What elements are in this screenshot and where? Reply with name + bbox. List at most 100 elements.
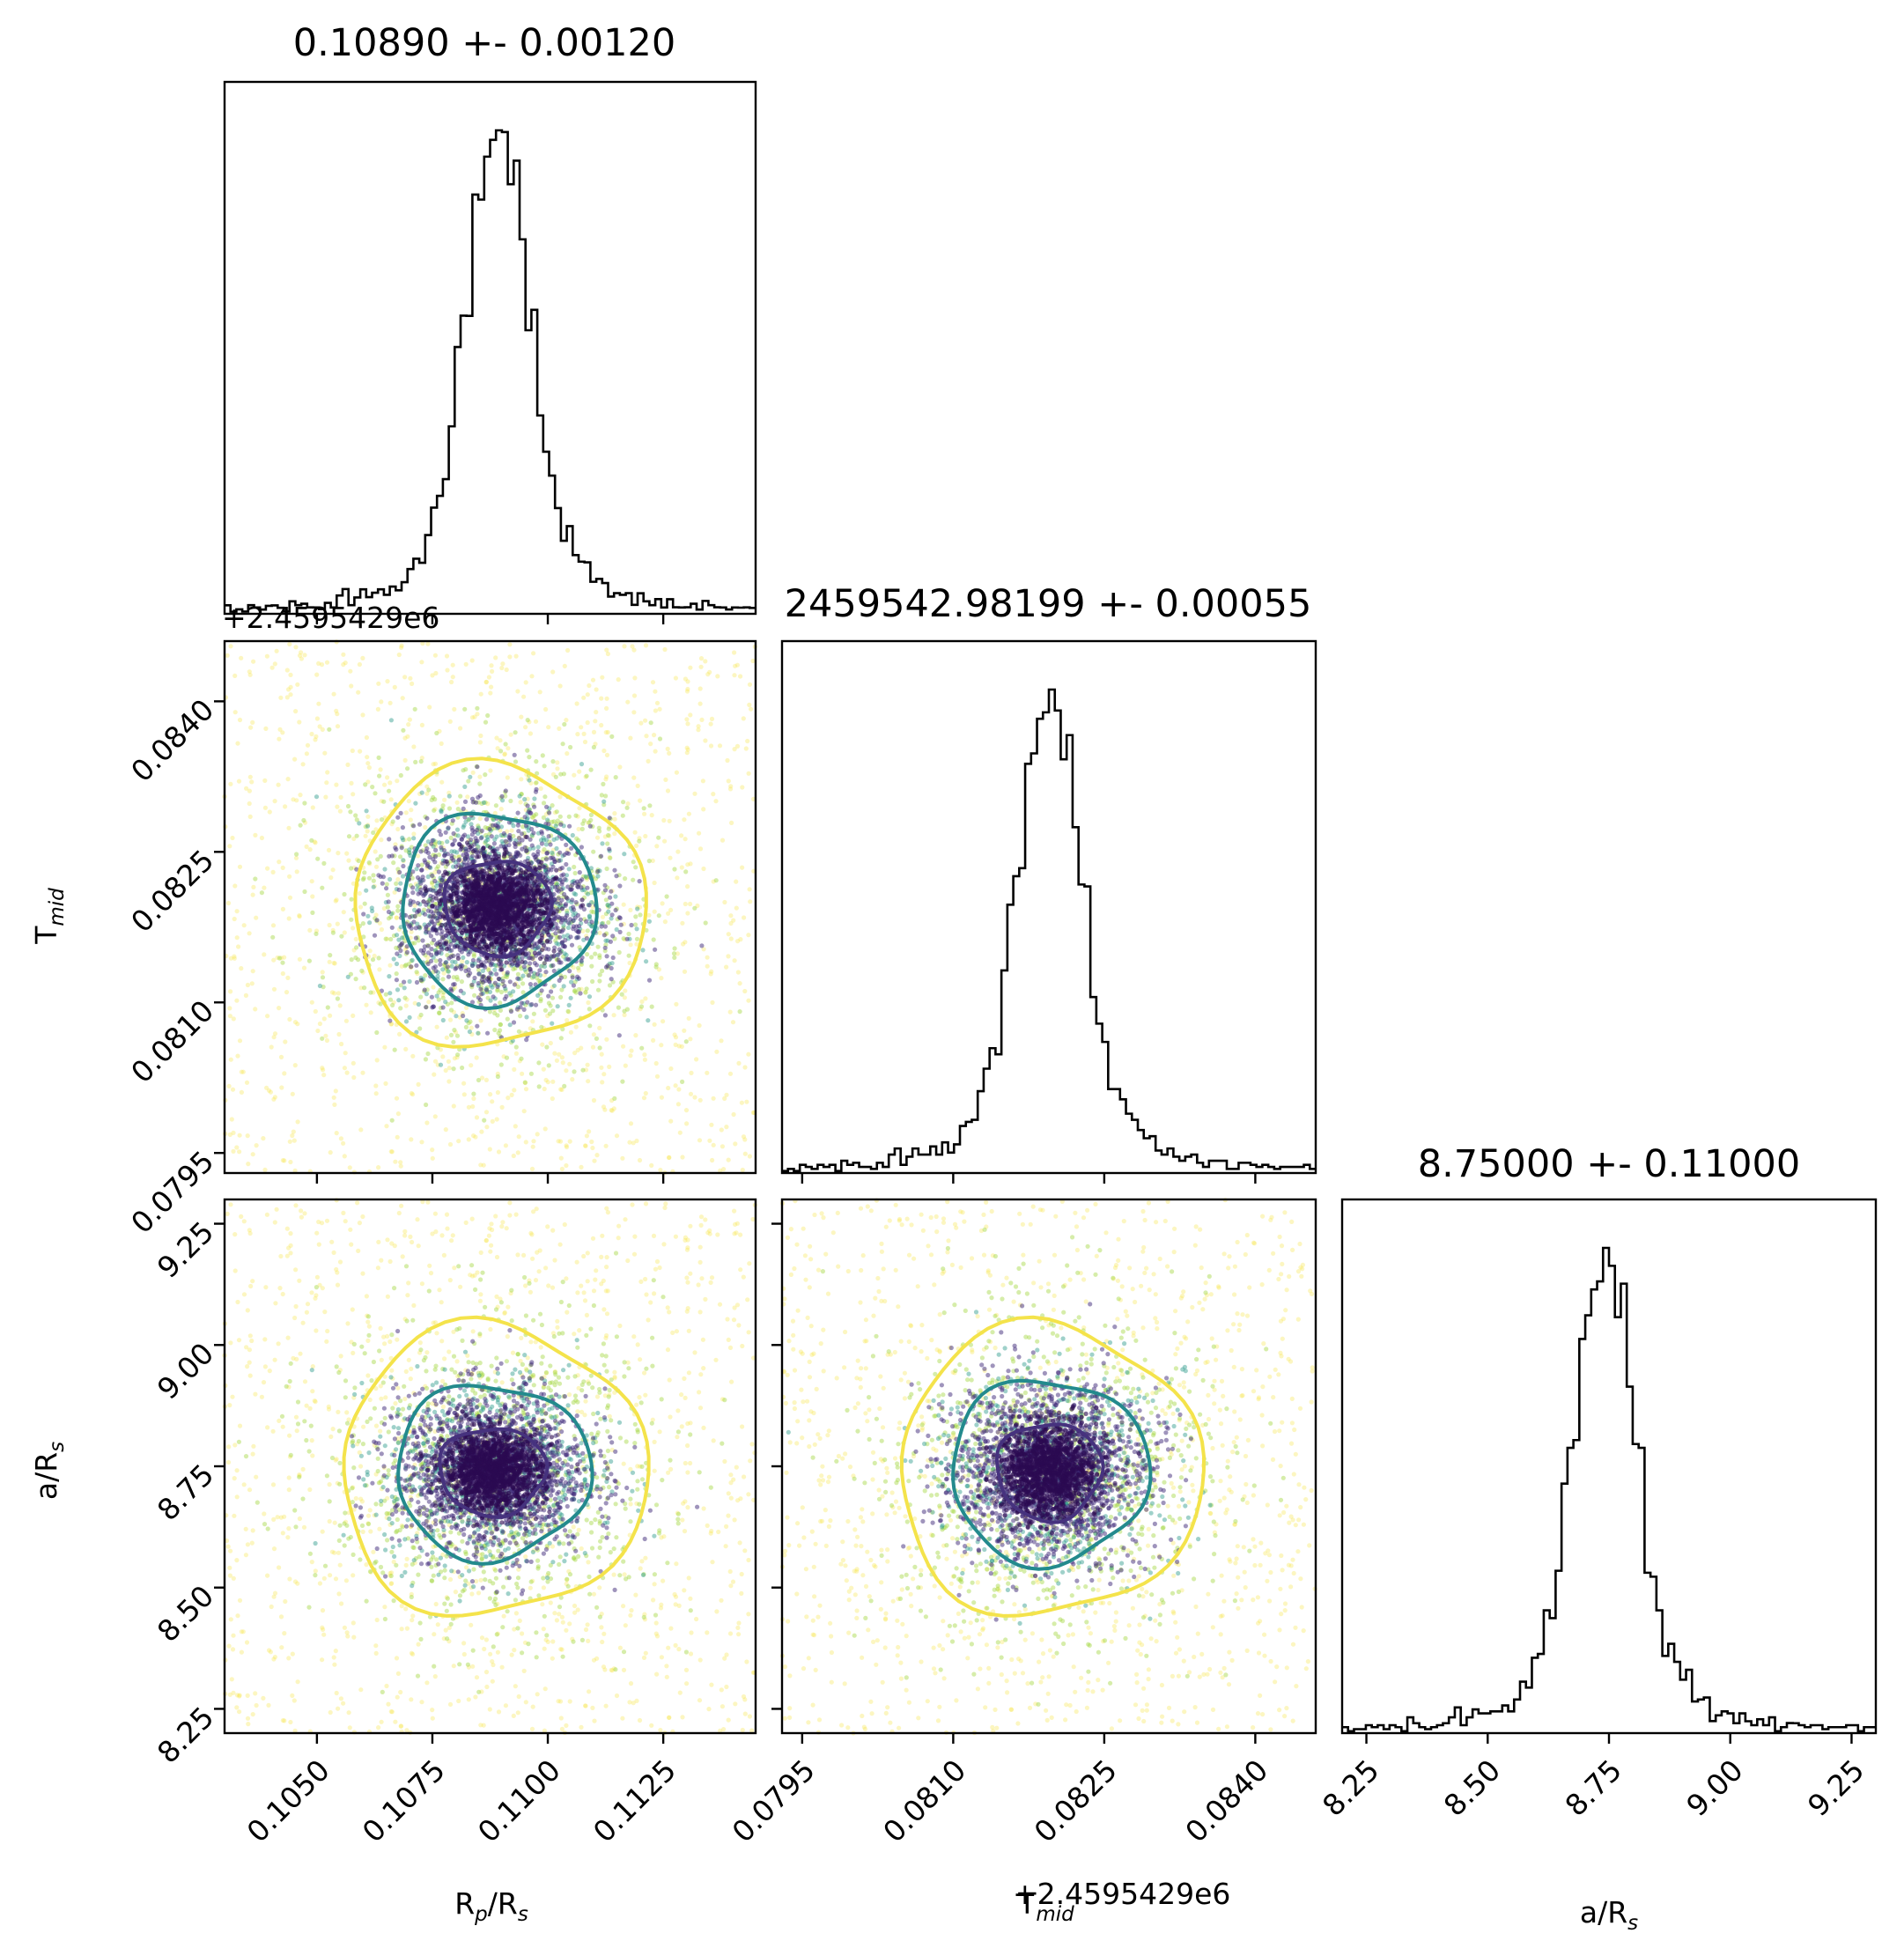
scatter-point — [366, 875, 373, 881]
scatter-point — [500, 798, 506, 803]
scatter-point — [345, 974, 351, 979]
scatter-point — [271, 1096, 277, 1102]
scatter-point — [331, 1095, 336, 1100]
scatter-point — [347, 1165, 352, 1170]
scatter-point — [373, 912, 379, 918]
scatter-point — [553, 938, 558, 943]
scatter-point — [346, 834, 352, 839]
scatter-point — [423, 1057, 428, 1062]
scatter-point — [609, 1108, 615, 1113]
scatter-point — [295, 1119, 300, 1125]
scatter-point — [519, 792, 524, 797]
scatter-point — [560, 742, 565, 747]
scatter-point — [685, 686, 690, 692]
scatter-point — [529, 975, 535, 980]
scatter-point — [393, 842, 398, 847]
scatter-point — [315, 1028, 321, 1034]
scatter-point — [579, 826, 585, 832]
scatter-point — [323, 794, 328, 800]
scatter-point — [682, 817, 687, 823]
scatter-point — [539, 948, 545, 953]
scatter-point — [576, 837, 581, 843]
scatter-point — [542, 865, 548, 870]
scatter-point — [393, 845, 398, 851]
scatter-point — [750, 1110, 756, 1115]
scatter-point — [534, 780, 539, 786]
scatter-point — [368, 990, 373, 995]
scatter-point — [436, 911, 441, 916]
scatter-point — [616, 1005, 622, 1010]
scatter-point — [525, 776, 531, 781]
scatter-point — [606, 832, 611, 838]
scatter-point — [503, 838, 508, 844]
scatter-point — [488, 768, 493, 773]
scatter-point — [644, 959, 649, 964]
scatter-point — [232, 710, 238, 715]
scatter-point — [577, 870, 582, 875]
scatter-point — [294, 852, 299, 857]
scatter-point — [476, 1030, 482, 1036]
scatter-point — [419, 790, 424, 795]
scatter-point — [608, 895, 613, 900]
scatter-point — [336, 1031, 342, 1037]
scatter-point — [650, 858, 655, 864]
scatter-point — [309, 837, 314, 843]
scatter-point — [288, 1159, 293, 1165]
scatter-point — [226, 1083, 232, 1088]
scatter-point — [290, 1133, 295, 1139]
scatter-point — [325, 770, 330, 775]
scatter-point — [427, 705, 432, 710]
scatter-point — [462, 784, 468, 790]
scatter-point — [699, 943, 705, 948]
scatter-point — [616, 677, 621, 683]
scatter-point — [517, 840, 522, 845]
scatter-point — [686, 811, 692, 816]
scatter-point — [683, 1108, 690, 1113]
scatter-point — [574, 935, 579, 941]
scatter-point — [330, 930, 336, 935]
scatter-point — [568, 995, 573, 1000]
scatter-point — [705, 672, 711, 677]
scatter-point — [532, 813, 537, 818]
scatter-point — [684, 745, 690, 750]
scatter-point — [511, 833, 516, 839]
scatter-point — [466, 1104, 472, 1110]
scatter-point — [264, 653, 269, 659]
scatter-point — [627, 1140, 632, 1145]
scatter-point — [373, 849, 378, 854]
scatter-point — [564, 1144, 570, 1150]
scatter-point — [544, 930, 550, 935]
scatter-point — [519, 1056, 524, 1061]
scatter-point — [440, 1017, 446, 1023]
scatter-point — [269, 1044, 274, 1050]
scatter-point — [432, 808, 437, 813]
scatter-point — [375, 857, 380, 862]
scatter-point — [523, 680, 528, 685]
scatter-point — [558, 1087, 564, 1092]
scatter-point — [598, 853, 604, 859]
scatter-point — [711, 1142, 716, 1147]
scatter-point — [533, 1002, 539, 1007]
scatter-point — [521, 1007, 527, 1012]
scatter-point — [747, 1154, 753, 1159]
scatter-point — [468, 970, 473, 976]
scatter-point — [588, 812, 594, 818]
scatter-point — [231, 1148, 236, 1154]
scatter-point — [361, 875, 366, 881]
scatter-point — [553, 931, 558, 936]
scatter-point — [469, 715, 476, 720]
scatter-point — [550, 759, 556, 764]
scatter-point — [466, 952, 471, 957]
scatter-point — [726, 778, 731, 784]
scatter-point — [672, 867, 677, 872]
scatter-point — [685, 862, 690, 867]
scatter-point — [419, 756, 424, 761]
scatter-point — [715, 674, 720, 679]
scatter-point — [540, 753, 545, 758]
scatter-point — [385, 775, 390, 780]
scatter-point — [651, 937, 656, 942]
scatter-point — [609, 734, 615, 740]
scatter-point — [383, 936, 388, 941]
scatter-point — [605, 902, 610, 908]
scatter-point — [463, 846, 469, 852]
